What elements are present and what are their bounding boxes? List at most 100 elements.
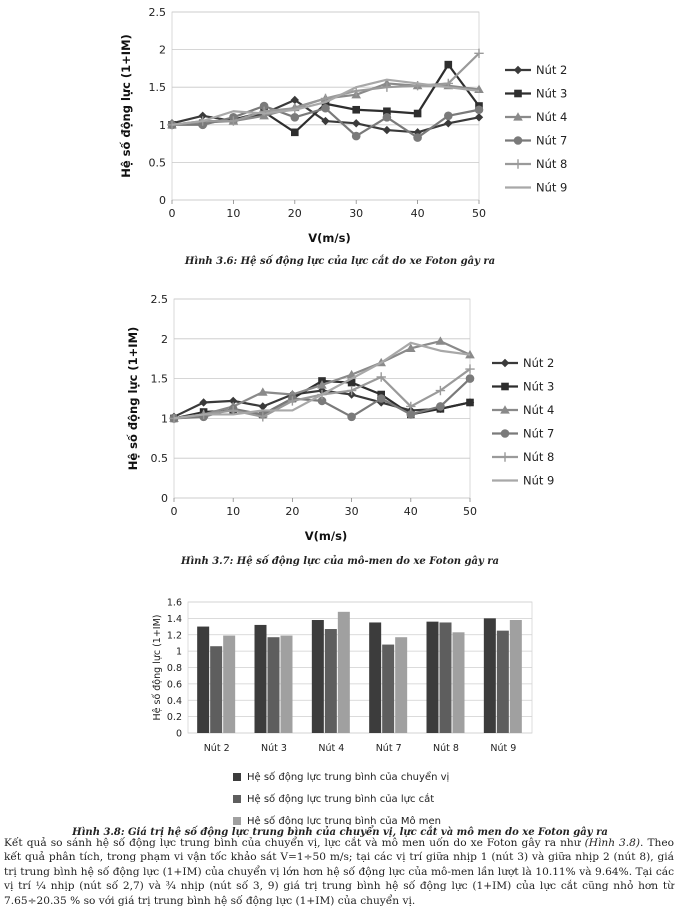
data-point xyxy=(259,101,269,111)
legend-marker xyxy=(513,159,523,169)
y-tick-label: 2.5 xyxy=(149,6,167,19)
legend-label: Nút 4 xyxy=(523,403,554,417)
data-point xyxy=(435,385,446,396)
data-point xyxy=(258,387,268,396)
x-tick-label: 30 xyxy=(349,207,363,220)
legend-marker xyxy=(500,452,510,462)
data-point xyxy=(474,105,484,115)
data-point xyxy=(346,385,357,396)
y-tick-label: 0.5 xyxy=(149,156,167,169)
y-tick-label: 1.5 xyxy=(151,373,169,386)
legend-label: Nút 3 xyxy=(523,380,554,394)
legend-item: Nút 2 xyxy=(505,63,567,77)
y-axis-label: Hệ số động lực (1+IM) xyxy=(126,327,140,471)
x-tick-label: Nút 3 xyxy=(261,743,287,754)
y-tick-label: 0.8 xyxy=(167,663,182,674)
series-line xyxy=(173,341,471,420)
data-point xyxy=(444,119,453,128)
data-point xyxy=(321,99,330,108)
data-point xyxy=(382,125,392,135)
data-point xyxy=(290,112,300,122)
bar-nut-2-series-2 xyxy=(210,646,223,733)
legend-marker xyxy=(513,136,523,145)
data-point xyxy=(347,378,356,387)
data-point xyxy=(317,380,327,389)
bar-nut-3-series-2 xyxy=(267,637,280,733)
y-tick-label: 0.5 xyxy=(151,452,169,465)
x-tick-label: 10 xyxy=(226,505,240,518)
y-tick-label: 1.5 xyxy=(149,81,167,94)
body-paragraph: Kết quả so sánh hệ số động lực trung bìn… xyxy=(4,836,674,908)
legend-item: Nút 8 xyxy=(492,450,554,464)
x-tick-label: Nút 4 xyxy=(318,743,344,754)
figure-caption-3-8: Hình 3.8: Giá trị hệ số động lực trung b… xyxy=(72,827,608,838)
y-axis-label: Hệ số động lực (1+IM) xyxy=(152,614,163,720)
data-point xyxy=(474,113,484,122)
legend-item: Nút 4 xyxy=(492,403,554,417)
x-tick-label: 50 xyxy=(472,207,486,220)
legend-label: Nút 3 xyxy=(536,87,567,101)
legend-item: Nút 2 xyxy=(492,356,554,370)
data-point xyxy=(466,398,474,407)
y-tick-label: 0.4 xyxy=(167,696,182,707)
x-tick-label: 30 xyxy=(345,505,359,518)
data-point xyxy=(406,343,416,352)
data-point xyxy=(258,402,267,411)
x-tick-label: 20 xyxy=(285,505,299,518)
legend-item: Nút 9 xyxy=(492,474,554,488)
data-point xyxy=(474,48,484,59)
data-point xyxy=(435,336,446,345)
paragraph-text-2: . Theo kết quả phân tích, trong phạm vi … xyxy=(4,837,674,907)
legend-label: Nút 7 xyxy=(523,427,554,441)
legend-item: Hệ số động lực trung bình của lực cắt xyxy=(233,792,434,805)
x-tick-label: Nút 7 xyxy=(376,743,402,754)
legend-label: Nút 4 xyxy=(536,110,567,124)
y-tick-label: 2.5 xyxy=(151,293,169,306)
legend-item: Nút 8 xyxy=(505,157,567,171)
data-point xyxy=(376,394,386,403)
legend-item: Nút 4 xyxy=(505,110,567,124)
legend-marker xyxy=(501,382,509,391)
legend-label: Hệ số động lực trung bình của chuyển vị xyxy=(247,770,449,783)
legend-marker xyxy=(514,89,522,98)
y-tick-label: 1.6 xyxy=(167,598,182,609)
y-tick-label: 1 xyxy=(159,119,166,132)
line-chart-moment: 0 0.5 1 1.5 2 2.5 0 10 20 30 40 50 V(m/s) Hệ số động … xyxy=(126,293,554,543)
data-point xyxy=(465,364,475,374)
x-tick-label: 10 xyxy=(226,207,240,220)
series-nut-9 xyxy=(173,341,471,420)
legend-item: Nút 3 xyxy=(492,380,554,394)
bar-nut-9-series-2 xyxy=(496,630,509,733)
figure-caption-3-6: Hình 3.6: Hệ số động lực của lực cắt do … xyxy=(184,256,496,267)
legend-item: Nút 7 xyxy=(492,427,554,441)
data-point xyxy=(406,401,416,412)
y-tick-label: 0.6 xyxy=(167,679,182,690)
legend-marker xyxy=(500,405,510,414)
data-point xyxy=(413,109,422,118)
data-point xyxy=(317,396,327,406)
bar-nut-7-series-2 xyxy=(382,644,395,733)
bar-nut-2-series-3 xyxy=(223,635,236,733)
x-tick-label: Nút 8 xyxy=(433,743,459,754)
legend-item: Nút 7 xyxy=(505,134,567,148)
bar-nut-8-series-3 xyxy=(452,632,465,733)
y-tick-label: 1 xyxy=(176,647,182,658)
x-tick-label: 20 xyxy=(288,207,302,220)
legend-marker xyxy=(500,358,510,368)
bar-nut-7-series-1 xyxy=(369,622,382,733)
x-tick-label: 50 xyxy=(463,505,477,518)
y-tick-label: 1.4 xyxy=(167,614,182,625)
bar-nut-8-series-2 xyxy=(439,622,452,733)
data-point xyxy=(228,116,239,126)
legend-swatch xyxy=(233,817,241,825)
legend-label: Nút 9 xyxy=(523,474,554,488)
y-tick-label: 2 xyxy=(159,44,166,57)
figure-reference: (Hình 3.8) xyxy=(584,837,641,849)
data-point xyxy=(352,119,361,128)
y-axis-label: Hệ số động lực (1+IM) xyxy=(119,34,133,178)
data-point xyxy=(198,111,207,120)
bar-nut-9-series-1 xyxy=(483,618,496,733)
legend-label: Nút 9 xyxy=(536,181,567,195)
bar-nut-4-series-3 xyxy=(337,611,350,733)
series-nut-7 xyxy=(167,101,484,142)
